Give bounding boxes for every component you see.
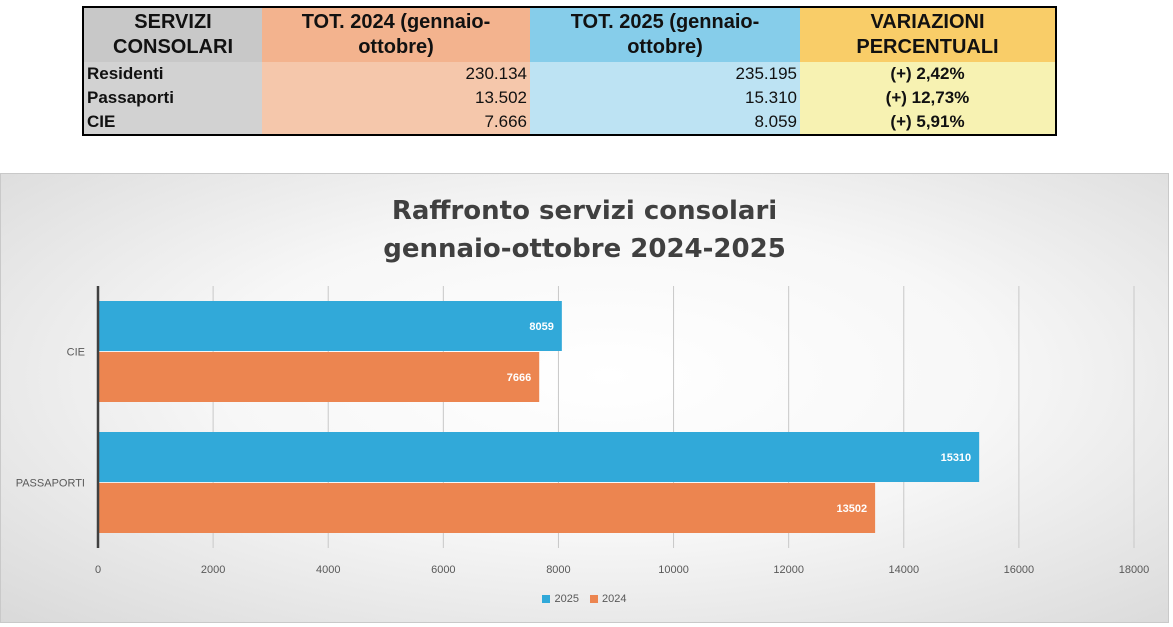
value-2025: 15.310 [530,86,800,110]
x-tick-label: 2000 [201,564,225,576]
data-label: 7666 [507,372,531,384]
variation-value: (+) 5,91% [800,110,1056,135]
variation-value: (+) 12,73% [800,86,1056,110]
category-label: PASSAPORTI [16,478,85,490]
legend-item-1: 2024 [590,593,627,605]
x-tick-label: 0 [95,564,101,576]
stats-table: SERVIZI CONSOLARI TOT. 2024 (gennaio-otto… [82,6,1057,136]
value-2025: 235.195 [530,62,800,86]
legend-item-0: 2025 [542,593,579,605]
chart-title-line-1: Raffronto servizi consolari [391,196,778,226]
table-row: Passaporti 13.502 15.310 (+) 12,73% [83,86,1056,110]
bar [98,352,540,402]
category-label: CIE [67,347,85,359]
header-variazioni: VARIAZIONI PERCENTUALI [800,7,1056,62]
chart-legend: 2025 2024 [1,593,1168,605]
value-2024: 7.666 [262,110,530,135]
table-row: CIE 7.666 8.059 (+) 5,91% [83,110,1056,135]
table-row: Residenti 230.134 235.195 (+) 2,42% [83,62,1056,86]
row-label: Passaporti [83,86,262,110]
legend-swatch [590,595,599,604]
x-tick-label: 18000 [1119,564,1150,576]
x-tick-label: 6000 [431,564,455,576]
bar [98,483,876,533]
x-tick-label: 16000 [1004,564,1035,576]
chart-title: Raffronto servizi consolari gennaio-otto… [1,192,1168,268]
legend-label: 2024 [602,593,627,605]
value-2024: 230.134 [262,62,530,86]
legend-label: 2025 [554,593,579,605]
bar [98,432,980,482]
header-tot-2025: TOT. 2025 (gennaio-ottobre) [530,7,800,62]
value-2024: 13.502 [262,86,530,110]
chart-panel: Raffronto servizi consolari gennaio-otto… [0,173,1169,623]
x-tick-label: 8000 [546,564,570,576]
data-label: 13502 [837,503,868,515]
bar-chart: 0 2000 4000 6000 8000 10000 12000 14000 16000 180… [16,286,1150,576]
x-tick-label: 14000 [888,564,919,576]
row-label: CIE [83,110,262,135]
value-2025: 8.059 [530,110,800,135]
header-tot-2024: TOT. 2024 (gennaio-ottobre) [262,7,530,62]
variation-value: (+) 2,42% [800,62,1056,86]
table-header-row: SERVIZI CONSOLARI TOT. 2024 (gennaio-otto… [83,7,1056,62]
data-label: 8059 [529,321,553,333]
x-tick-label: 4000 [316,564,340,576]
header-servizi: SERVIZI CONSOLARI [83,7,262,62]
legend-swatch [542,595,551,604]
data-label: 15310 [941,452,972,464]
bar [98,301,562,351]
x-tick-label: 12000 [773,564,804,576]
chart-title-line-2: gennaio-ottobre 2024-2025 [383,234,786,264]
row-label: Residenti [83,62,262,86]
x-tick-label: 10000 [658,564,689,576]
